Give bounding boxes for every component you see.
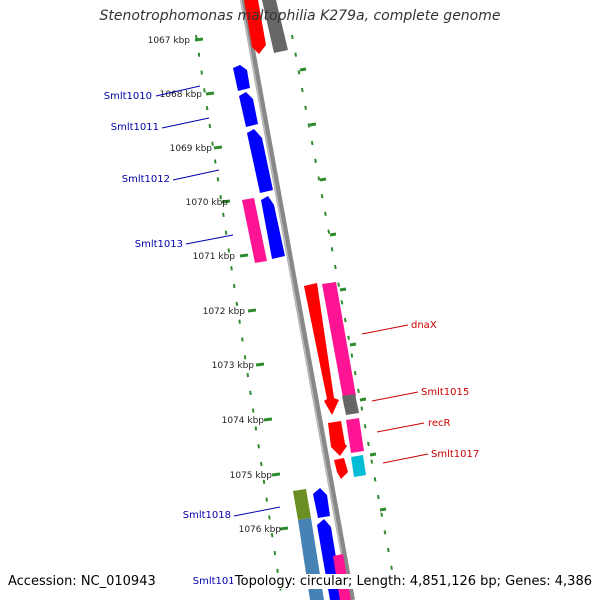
- leader-recr: [376, 422, 425, 433]
- other-genes: [242, 0, 366, 600]
- tick-mark: [194, 37, 204, 42]
- gene-smlt1012[interactable]: [247, 129, 273, 193]
- leader-smlt1018: [233, 506, 281, 517]
- gene-recr-pink[interactable]: [346, 418, 364, 453]
- tick-mark: [263, 417, 273, 422]
- gene-label-smlt1018[interactable]: Smlt1018: [183, 510, 231, 521]
- gene-smlt1013-pink[interactable]: [242, 198, 267, 263]
- tick-label: 1076 kbp: [239, 525, 282, 535]
- tick-marks: [194, 37, 289, 531]
- gene-label-smlt1013[interactable]: Smlt1013: [135, 239, 183, 250]
- label-leaders: [155, 85, 429, 517]
- tick-label: 1071 kbp: [193, 252, 236, 262]
- gene-label-smlt1017[interactable]: Smlt1017: [431, 449, 479, 460]
- tick-label: 1074 kbp: [222, 416, 265, 426]
- tick-label: 1068 kbp: [160, 90, 203, 100]
- leader-smlt1011: [161, 117, 210, 129]
- gene-smlt1017-cyan[interactable]: [351, 455, 366, 477]
- gene-labels: Smlt1010 Smlt1011 Smlt1012 Smlt1013 Smlt…: [104, 91, 480, 587]
- tick-labels: 1067 kbp 1068 kbp 1069 kbp 1070 kbp 1071…: [148, 36, 282, 535]
- accession-text: Accession: NC_010943: [8, 574, 156, 589]
- gene-label-dnax[interactable]: dnaX: [411, 320, 437, 331]
- tick-mark: [213, 145, 223, 150]
- tick-mark: [271, 472, 281, 477]
- genome-backbone-highlight: [240, 0, 351, 600]
- tick-label: 1067 kbp: [148, 36, 191, 46]
- right-track-dots: [291, 34, 393, 571]
- leader-smlt1010: [155, 85, 201, 97]
- tick-label: 1070 kbp: [186, 198, 229, 208]
- leader-dnax: [361, 324, 409, 335]
- leader-smlt1013: [185, 234, 234, 245]
- forward-genes: [233, 65, 343, 600]
- tick-label: 1075 kbp: [230, 471, 273, 481]
- gene-label-recr[interactable]: recR: [428, 418, 451, 429]
- gene-dnax[interactable]: [304, 283, 339, 415]
- gene-top-red[interactable]: [244, 0, 266, 54]
- tick-mark: [205, 91, 215, 96]
- leader-smlt1015: [371, 391, 419, 402]
- leader-smlt1012: [172, 169, 220, 181]
- gene-smlt1011[interactable]: [239, 92, 258, 127]
- tick-mark: [255, 362, 265, 367]
- map-title: Stenotrophomonas maltophilia K279a, comp…: [99, 8, 501, 24]
- gene-label-smlt1019[interactable]: Smlt1019: [193, 576, 241, 587]
- leader-smlt1017: [382, 453, 429, 464]
- gene-label-smlt1010[interactable]: Smlt1010: [104, 91, 152, 102]
- gene-label-smlt1011[interactable]: Smlt1011: [111, 122, 159, 133]
- topology-text: Topology: circular; Length: 4,851,126 bp…: [232, 574, 592, 589]
- gene-label-smlt1012[interactable]: Smlt1012: [122, 174, 170, 185]
- map-footer: Accession: NC_010943 Topology: circular;…: [8, 574, 592, 592]
- tick-mark: [239, 253, 249, 258]
- tick-mark: [279, 526, 289, 531]
- tick-label: 1073 kbp: [212, 361, 255, 371]
- gene-label-smlt1015[interactable]: Smlt1015: [421, 387, 469, 398]
- tick-label: 1072 kbp: [203, 307, 246, 317]
- gene-smlt1013-fwd[interactable]: [261, 196, 285, 259]
- gene-smlt1010[interactable]: [233, 65, 250, 91]
- tick-mark: [221, 199, 231, 204]
- gene-smlt1017-red[interactable]: [334, 458, 348, 479]
- genome-backbone: [240, 0, 355, 600]
- gene-pink-long[interactable]: [322, 282, 356, 398]
- gene-recr[interactable]: [328, 421, 347, 456]
- tick-mark: [247, 308, 257, 313]
- gene-smlt1015[interactable]: [342, 394, 359, 415]
- gene-smlt1018-fwd[interactable]: [313, 488, 330, 518]
- tick-label: 1069 kbp: [170, 144, 213, 154]
- right-track-ticks: [299, 67, 387, 512]
- gene-top-grey[interactable]: [262, 0, 288, 53]
- gene-olive[interactable]: [293, 489, 311, 520]
